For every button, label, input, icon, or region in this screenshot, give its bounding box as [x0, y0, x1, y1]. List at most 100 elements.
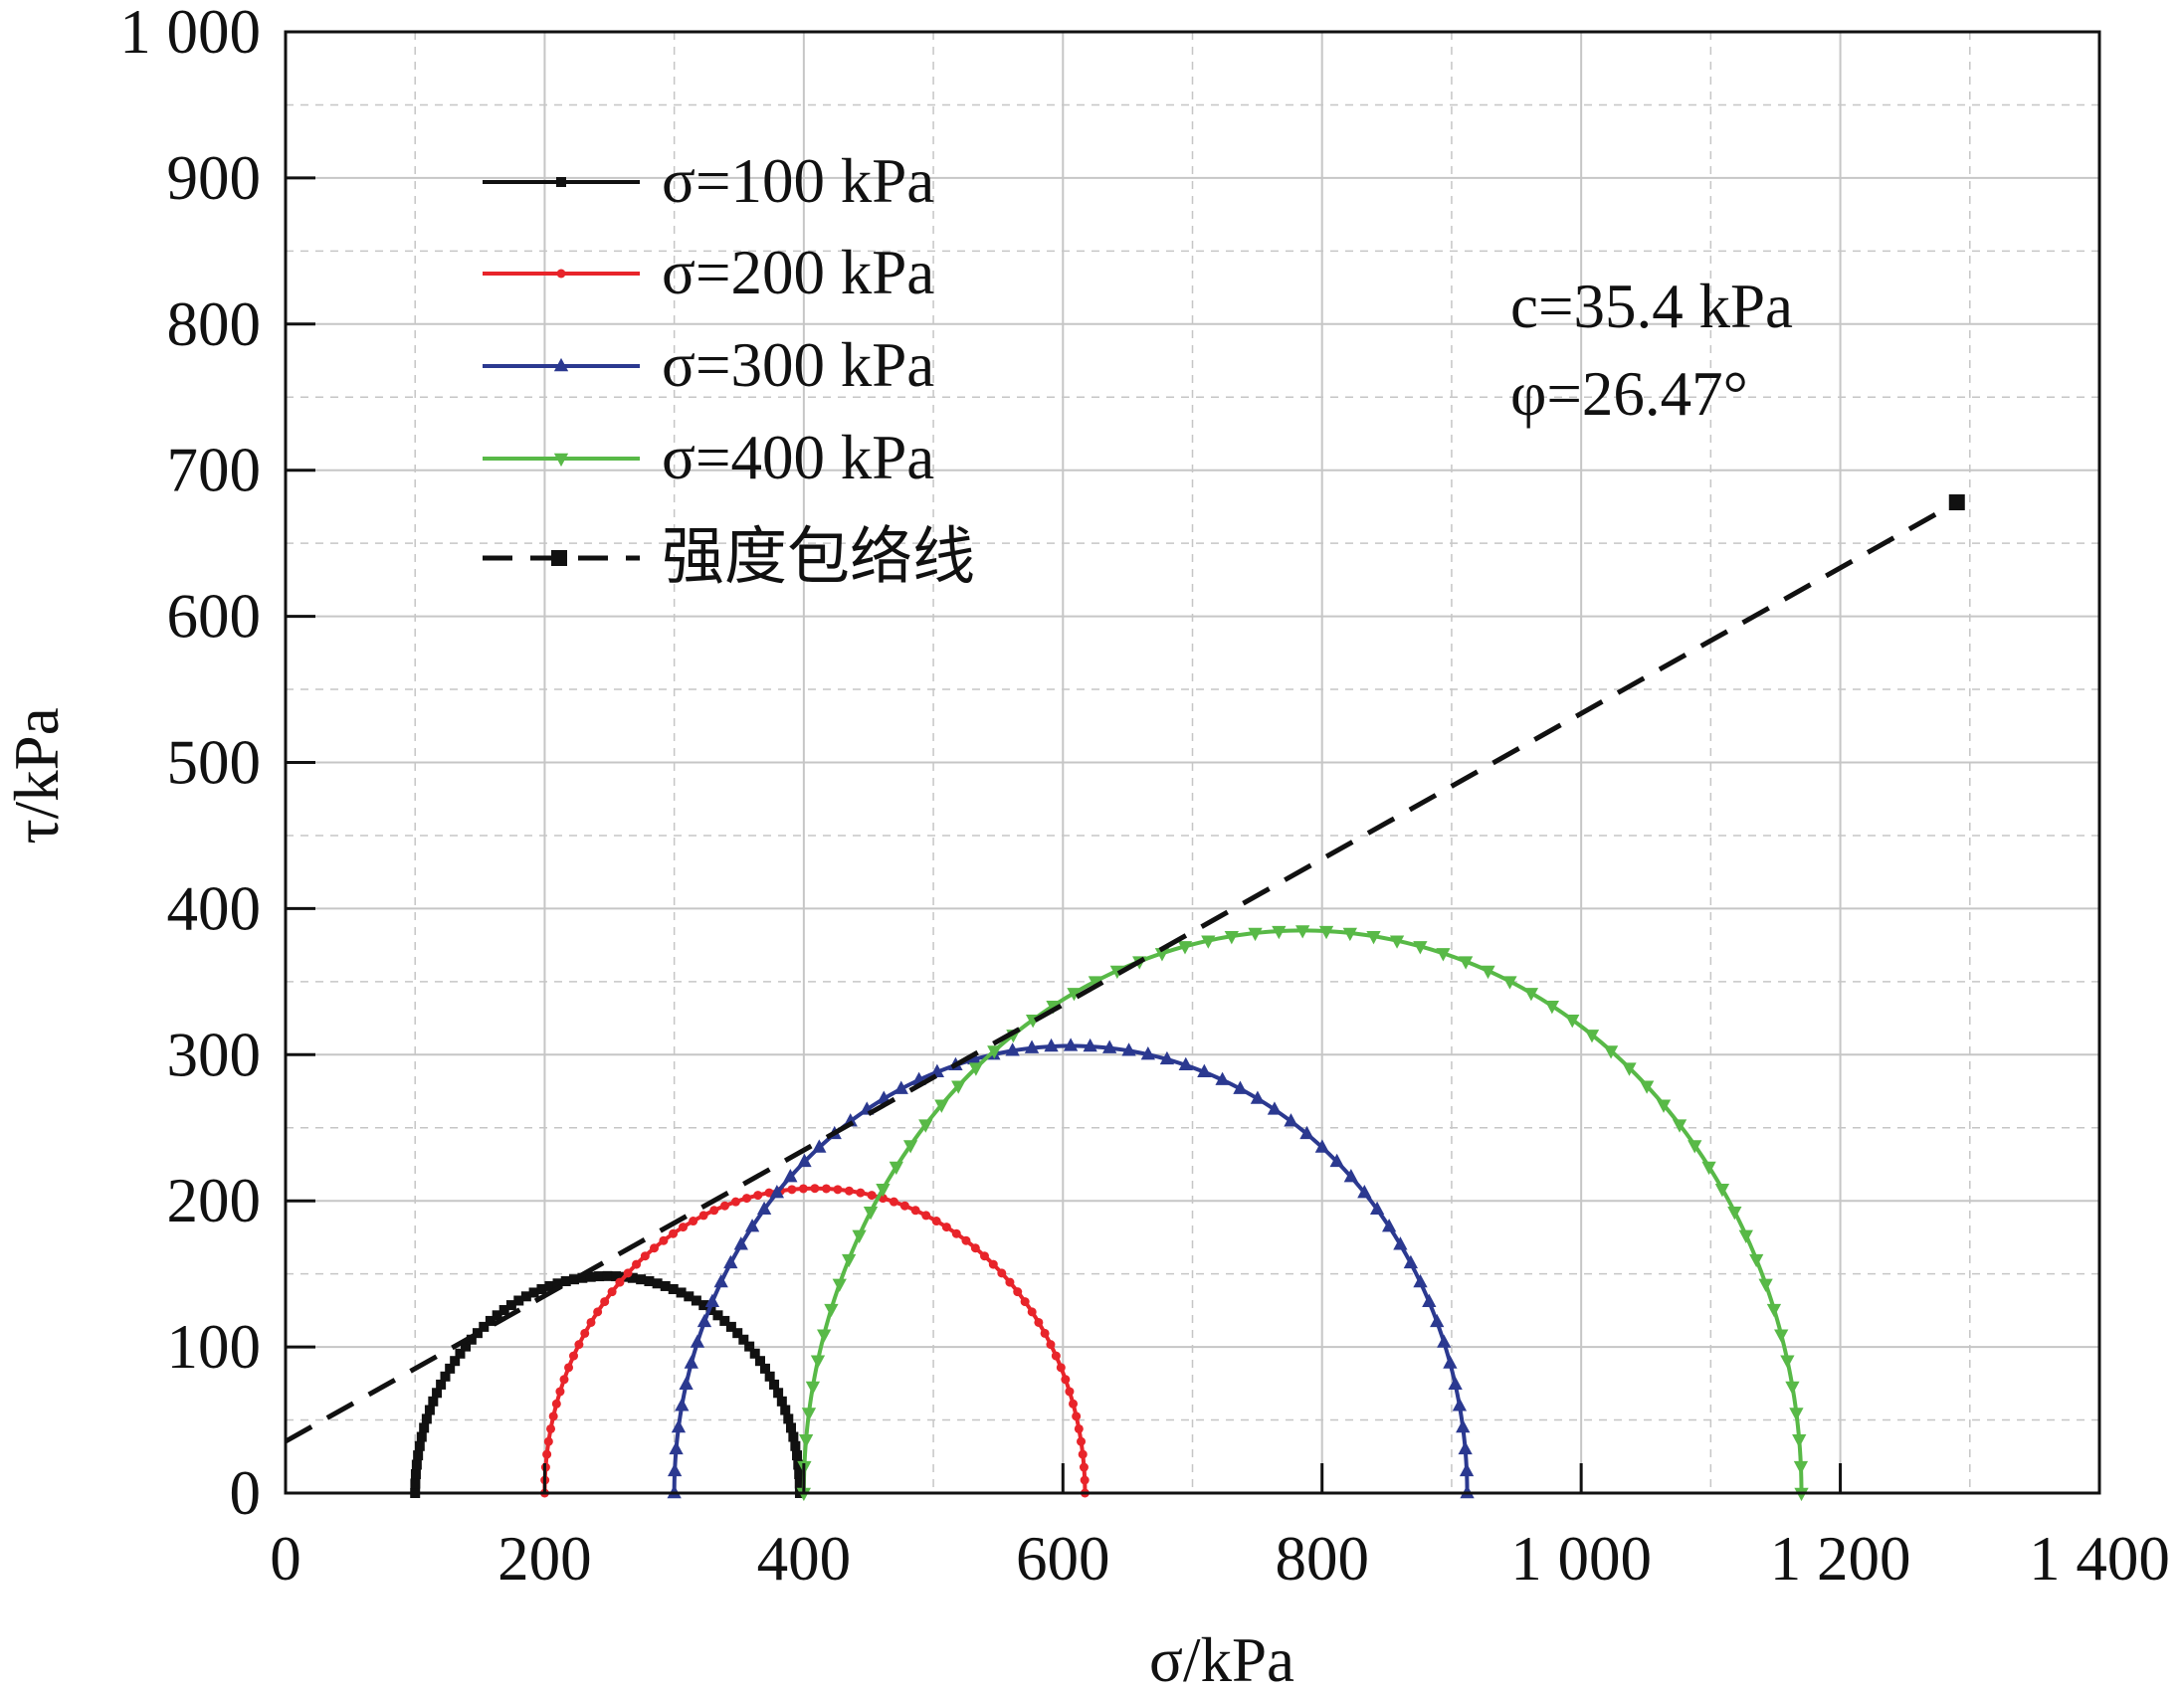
data-point: [867, 1191, 877, 1201]
legend-item-1: σ=100 kPa: [483, 146, 934, 216]
data-point: [783, 1169, 798, 1183]
data-point: [432, 1388, 443, 1399]
cohesion-annotation: c=35.4 kPa: [1510, 272, 1793, 341]
data-point: [1005, 1042, 1020, 1056]
data-point: [756, 1201, 772, 1216]
data-point: [696, 1313, 712, 1328]
data-point: [754, 1356, 765, 1367]
data-point: [921, 1211, 931, 1221]
data-point: [1121, 1042, 1136, 1056]
data-point: [607, 1287, 617, 1297]
data-point: [1789, 1408, 1804, 1421]
data-point: [790, 1440, 801, 1451]
data-point: [559, 1375, 569, 1385]
data-point: [652, 1278, 663, 1289]
data-point: [1159, 1050, 1175, 1065]
data-point: [730, 1197, 740, 1207]
data-point: [1178, 1056, 1193, 1071]
data-point: [1458, 956, 1474, 970]
data-point: [552, 1278, 563, 1289]
data-point: [410, 1478, 421, 1489]
data-point: [801, 1408, 817, 1421]
data-point: [1780, 1355, 1795, 1369]
data-point: [485, 1315, 496, 1326]
data-point: [1343, 1169, 1358, 1183]
data-point: [744, 1341, 755, 1352]
data-point: [1381, 1219, 1397, 1232]
data-point: [1013, 1287, 1023, 1297]
data-point: [698, 1300, 709, 1311]
legend-label: σ=300 kPa: [662, 330, 934, 400]
data-point: [1502, 976, 1517, 990]
series-layer: [284, 494, 1965, 1502]
data-point: [852, 1229, 867, 1243]
data-point: [1389, 935, 1405, 949]
data-point: [1437, 1334, 1452, 1348]
data-point: [636, 1274, 647, 1285]
data-point: [1403, 1254, 1419, 1269]
data-point: [548, 1412, 558, 1421]
data-point: [988, 1259, 998, 1269]
data-point: [1072, 1412, 1082, 1421]
data-point: [1102, 1039, 1117, 1053]
data-point: [1758, 1278, 1773, 1292]
data-point: [1046, 1340, 1056, 1350]
data-point: [1639, 1080, 1655, 1094]
data-point: [1079, 1462, 1089, 1472]
data-point: [1074, 1423, 1084, 1433]
data-point: [732, 1328, 743, 1339]
data-point: [684, 1291, 695, 1302]
data-point: [593, 1307, 603, 1317]
data-point: [1140, 1045, 1155, 1060]
series-5: [284, 494, 1965, 1444]
data-point: [543, 1436, 553, 1446]
data-point: [1267, 1101, 1283, 1115]
data-point: [698, 1211, 708, 1221]
y-tick-label: 800: [167, 289, 262, 359]
data-point: [544, 1280, 555, 1291]
data-point: [1034, 1317, 1044, 1327]
data-point: [970, 1243, 980, 1253]
data-point: [1342, 927, 1357, 942]
data-point: [744, 1219, 760, 1232]
data-point: [1061, 1375, 1071, 1385]
y-tick-label: 700: [167, 436, 262, 505]
data-point: [1329, 1153, 1344, 1168]
data-point: [794, 1478, 805, 1489]
y-tick-label: 0: [230, 1458, 262, 1528]
data-point: [910, 1206, 920, 1216]
data-point: [1565, 1015, 1580, 1029]
data-point: [1067, 988, 1082, 1002]
data-point: [1314, 1139, 1330, 1153]
data-point: [776, 1396, 787, 1407]
x-tick-label: 800: [1275, 1524, 1369, 1594]
data-point: [421, 1413, 432, 1424]
data-point: [1051, 1351, 1061, 1361]
data-point: [479, 1321, 490, 1332]
strength-envelope-line: [284, 499, 1958, 1444]
data-point: [759, 1363, 770, 1374]
data-point: [931, 1217, 941, 1226]
data-point: [602, 1270, 613, 1281]
data-point: [1088, 976, 1103, 990]
data-point: [1044, 1037, 1059, 1052]
data-point: [411, 1459, 422, 1470]
data-point: [821, 1184, 831, 1194]
series-4: [796, 925, 1809, 1502]
data-point: [1109, 965, 1125, 980]
x-tick-label: 0: [270, 1524, 301, 1594]
data-point: [569, 1274, 580, 1285]
data-point: [1366, 930, 1381, 945]
data-point: [769, 1184, 785, 1199]
data-point: [1422, 1293, 1437, 1308]
data-point: [574, 1340, 584, 1350]
data-point: [1083, 1037, 1097, 1052]
data-point: [659, 1235, 669, 1245]
mohr-circle-arc: [542, 1186, 1088, 1494]
series-2: [539, 1184, 1090, 1498]
data-point: [832, 1278, 847, 1292]
legend-label: σ=100 kPa: [662, 146, 934, 216]
data-point: [414, 1440, 425, 1451]
data-point: [560, 1276, 571, 1287]
data-point: [1672, 1119, 1688, 1133]
